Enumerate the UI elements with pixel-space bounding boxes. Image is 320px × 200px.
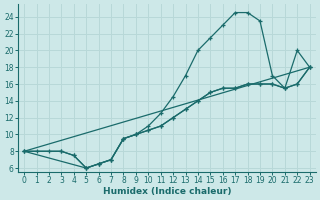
X-axis label: Humidex (Indice chaleur): Humidex (Indice chaleur) — [103, 187, 231, 196]
